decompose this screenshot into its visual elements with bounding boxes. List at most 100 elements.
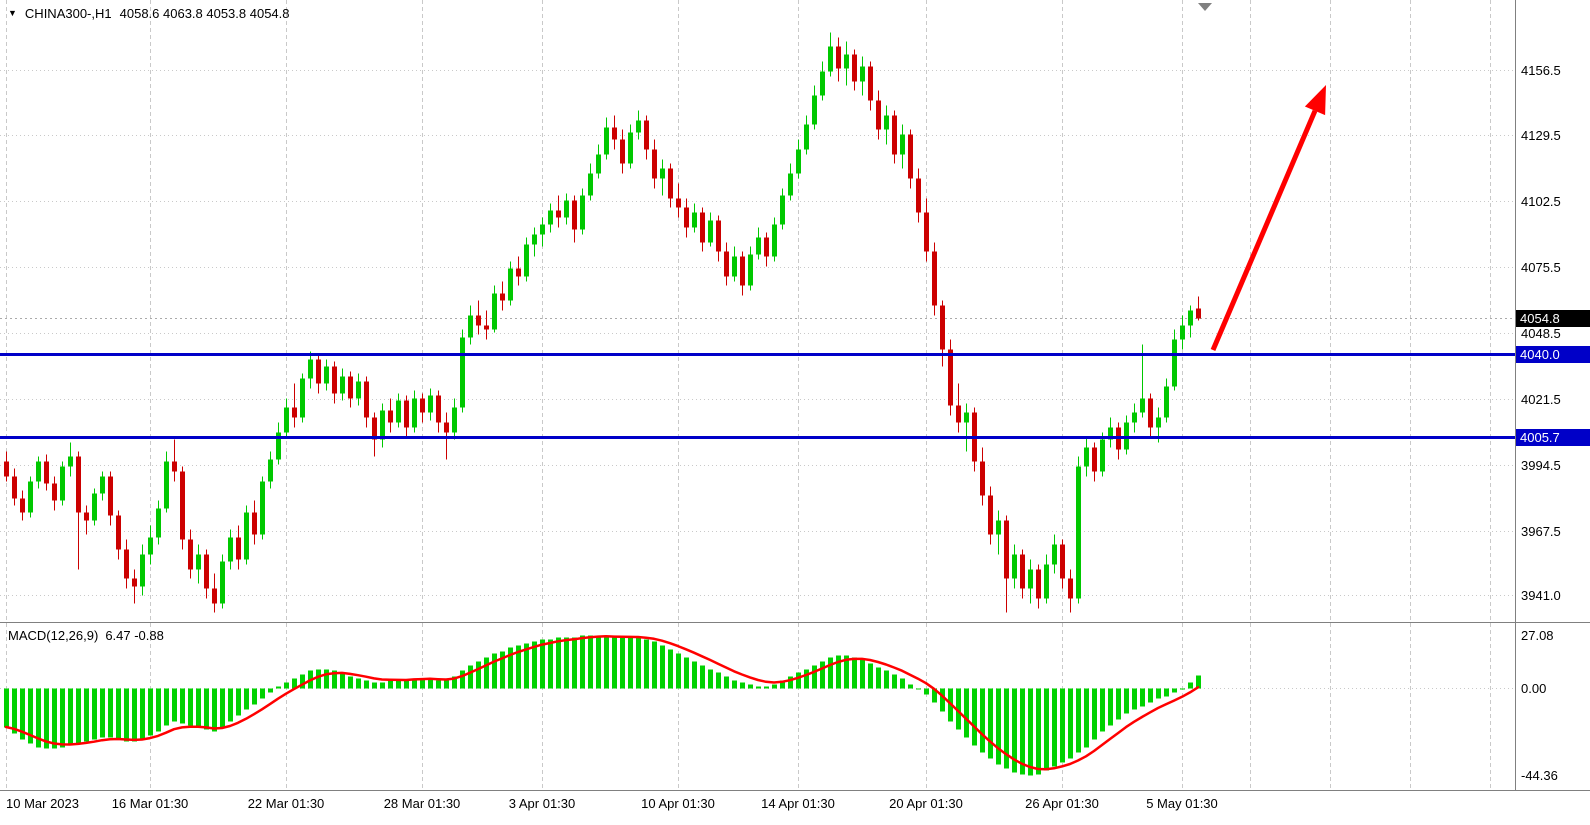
bear-candle [572,200,577,230]
macd-bar [556,637,561,689]
macd-bar [92,688,97,740]
bull-candle [284,407,289,433]
macd-histogram-layer [4,635,1201,776]
bear-candle [44,461,49,484]
macd-bar [1036,688,1041,775]
bear-candle [116,515,121,550]
bear-candle [4,461,9,477]
macd-axis-tick: 0.00 [1521,681,1546,696]
macd-bar [716,672,721,689]
macd-bar [1004,688,1009,769]
time-axis-tick: 10 Apr 01:30 [641,796,715,811]
macd-bar [316,669,321,689]
bull-candle [660,168,665,179]
bull-candle [1132,412,1137,423]
macd-bar [588,635,593,689]
macd-bar [68,688,73,746]
macd-bar [196,688,201,728]
macd-bar [148,688,153,736]
macd-bar [972,688,977,746]
macd-bar [156,688,161,732]
macd-bar [404,680,409,689]
bull-candle [276,432,281,460]
bull-candle [636,120,641,133]
time-axis-tick: 22 Mar 01:30 [248,796,325,811]
bear-candle [916,178,921,213]
bear-candle [620,139,625,164]
bear-candle [20,498,25,513]
macd-bar [1124,688,1129,714]
macd-bar [332,670,337,689]
bull-candle [300,378,305,418]
bear-candle [76,456,81,513]
bear-candle [12,476,17,499]
bull-candle [460,337,465,408]
macd-bar [524,643,529,689]
macd-bar [756,686,761,689]
bear-candle [764,237,769,257]
macd-bar [372,682,377,689]
price-axis-tick: 3994.5 [1521,458,1561,473]
macd-bar [84,688,89,742]
trend-arrow[interactable] [1210,85,1326,351]
bear-candle [1060,544,1065,579]
bull-candle [1140,398,1145,413]
macd-bar [932,688,937,703]
macd-axis[interactable]: 27.08 0.00 -44.36 [1521,628,1558,783]
bull-candle [1156,417,1161,428]
bull-candle [588,173,593,196]
price-axis[interactable]: 4156.5 4129.5 4102.5 4075.5 4048.5 4021.5 3994… [1521,63,1561,603]
macd-bar [884,670,889,689]
hline-price-tag-text: 4005.7 [1520,430,1560,445]
price-axis-tick: 4075.5 [1521,260,1561,275]
bull-candle [828,46,833,72]
macd-bar [500,651,505,689]
hline-price-tag: 4005.7 [1516,429,1590,446]
macd-bar [540,639,545,689]
macd-bar [1180,688,1185,690]
macd-bar [924,688,929,695]
bull-candle [900,134,905,155]
bull-candle [732,256,737,277]
bear-candle [1148,398,1153,428]
bear-candle [236,537,241,560]
macd-indicator-label: MACD(12,26,9) 6.47 -0.88 [8,628,164,643]
macd-bar [100,688,105,738]
trend-arrow-head [1304,85,1326,116]
macd-bar [1084,688,1089,748]
bull-candle [692,212,697,228]
bull-candle [148,537,153,555]
macd-bar [212,688,217,732]
macd-bar [708,669,713,689]
time-axis-tick: 28 Mar 01:30 [384,796,461,811]
bear-candle [444,422,449,433]
macd-signal-line [4,635,1200,771]
macd-bar [980,688,985,753]
bull-candle [156,508,161,538]
bear-candle [436,395,441,423]
macd-bar [412,678,417,689]
bear-candle [172,461,177,472]
macd-bar [172,688,177,722]
macd-bar [636,637,641,689]
macd-bar [1188,682,1193,689]
bull-candle [1012,554,1017,579]
macd-bar [732,680,737,689]
macd-bar [508,647,513,689]
time-axis[interactable]: 10 Mar 2023 16 Mar 01:30 22 Mar 01:30 28 Ma… [6,796,1218,811]
macd-bar [988,688,993,759]
macd-bar [692,661,697,689]
bear-candle [332,366,337,394]
bull-candle [36,461,41,482]
bull-candle [540,224,545,235]
macd-bar [484,657,489,689]
macd-bar [164,688,169,726]
macd-bar [612,637,617,689]
macd-bar [1092,688,1097,740]
bull-candle [1108,427,1113,440]
macd-bar [324,669,329,689]
bull-candle [468,315,473,338]
chart-shift-marker-icon[interactable] [1198,3,1212,11]
